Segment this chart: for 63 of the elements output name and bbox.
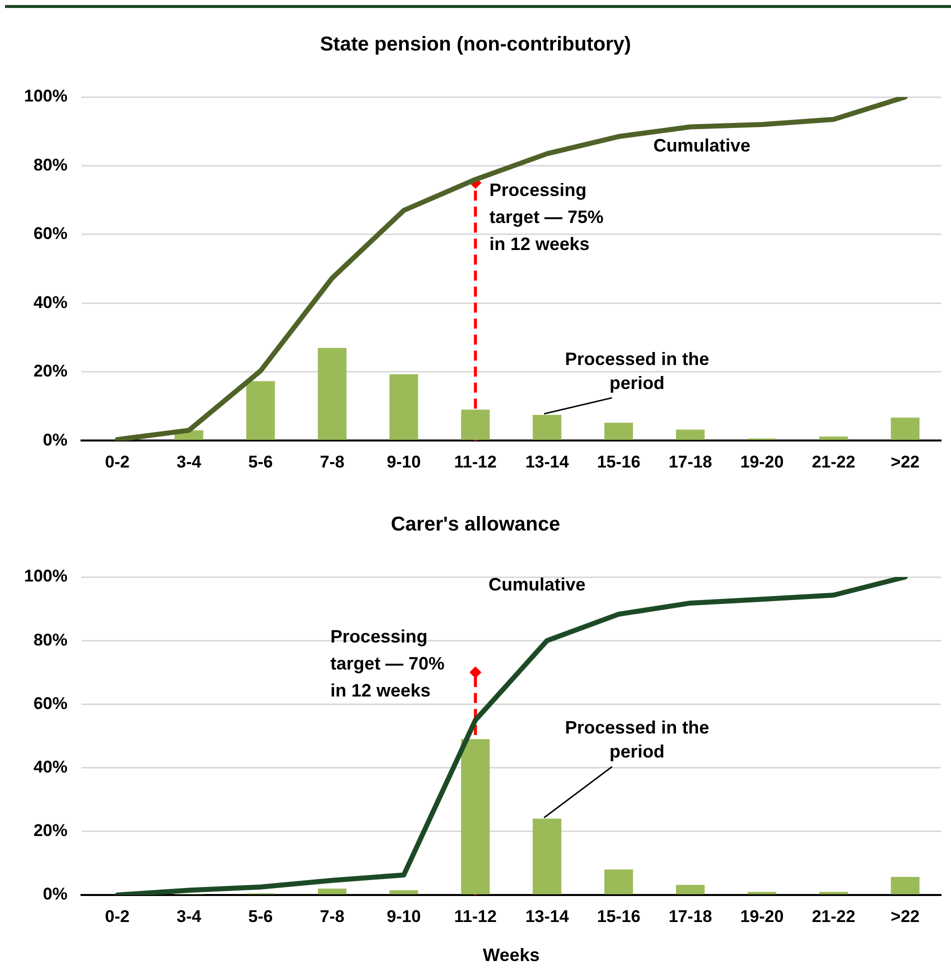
x-tick-label: 9-10 [386, 906, 421, 926]
x-tick-label: 13-14 [525, 452, 570, 472]
x-tick-label: 7-8 [320, 452, 344, 472]
text: Processed in the period [565, 718, 710, 762]
x-tick-label: 15-16 [596, 906, 640, 926]
bar [676, 884, 705, 894]
bar [318, 348, 346, 440]
y-tick-label: 100% [24, 86, 68, 106]
bar [532, 414, 562, 440]
y-tick-label: 20% [33, 362, 68, 381]
annotation: Processing target — 75% in 12 weeks [489, 180, 604, 254]
x-axis-title: Weeks [482, 945, 540, 966]
x-tick-label: 21-22 [812, 906, 856, 926]
y-tick-label: 60% [33, 224, 68, 244]
bar [461, 410, 490, 440]
bar [819, 436, 848, 440]
x-tick-label: >22 [890, 452, 920, 472]
y-tick-label: 100% [24, 566, 68, 586]
x-tick-label: 15-16 [596, 452, 640, 472]
x-tick-label: 19-20 [740, 906, 784, 926]
bar [604, 422, 634, 440]
x-tick-label: 21-22 [812, 452, 856, 472]
bar [389, 374, 418, 440]
annotation: Processing target — 70% in 12 weeks [330, 626, 444, 700]
x-tick-label: 17-18 [668, 906, 712, 926]
x-tick-label: 13-14 [525, 906, 570, 926]
y-tick-label: 60% [33, 694, 68, 713]
bar [389, 890, 418, 894]
x-tick-label: 3-4 [176, 906, 202, 926]
x-tick-label: 5-6 [248, 906, 273, 926]
chart-title: State pension (non-contributory) [320, 34, 632, 56]
x-tick-label: 19-20 [740, 452, 784, 472]
y-tick-label: 40% [33, 757, 68, 776]
x-tick-label: 5-6 [248, 452, 273, 472]
bar [318, 888, 346, 894]
series-label: Processed in the period [565, 348, 710, 393]
x-tick-label: 7-8 [320, 906, 344, 926]
x-tick-label: >22 [890, 906, 920, 926]
y-tick-label: 80% [33, 630, 68, 650]
bar [890, 876, 920, 894]
bar [461, 739, 490, 894]
x-tick-label: 11-12 [454, 452, 497, 472]
bar [676, 430, 705, 440]
bar [819, 892, 848, 894]
x-tick-label: 0-2 [105, 906, 130, 926]
x-tick-label: 9-10 [386, 452, 421, 472]
bar [246, 381, 275, 440]
bar [890, 418, 920, 440]
series-label: Cumulative [653, 135, 750, 156]
bar [748, 892, 776, 894]
y-tick-label: 80% [33, 155, 68, 174]
y-tick-label: 0% [42, 884, 68, 904]
bar [532, 818, 562, 894]
y-tick-label: 20% [33, 821, 68, 840]
y-tick-label: 40% [33, 292, 68, 312]
x-tick-label: 0-2 [105, 452, 130, 472]
bar [604, 870, 634, 894]
y-tick-label: 0% [42, 430, 68, 450]
x-tick-label: 17-18 [668, 452, 712, 472]
x-tick-label: 11-12 [454, 906, 497, 926]
x-tick-label: 3-4 [176, 452, 202, 472]
series-label: Cumulative [488, 574, 586, 595]
chart-title: Carer's allowance [390, 514, 560, 536]
